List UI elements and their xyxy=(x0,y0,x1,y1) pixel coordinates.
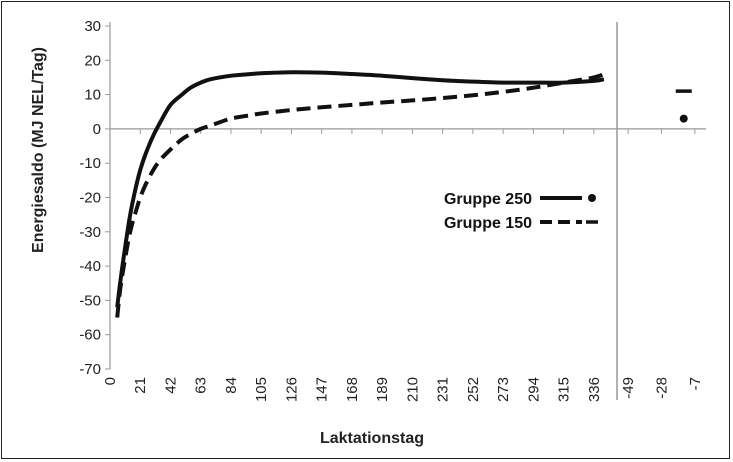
y-tick-label: -40 xyxy=(79,258,101,275)
y-tick-label: -20 xyxy=(79,190,101,207)
x-tick-label: 168 xyxy=(344,377,361,402)
x-tick-label: 189 xyxy=(374,377,391,402)
x-tick-label: 84 xyxy=(223,377,240,394)
x-tick-label: 147 xyxy=(314,377,331,402)
y-tick-label: 20 xyxy=(84,52,101,69)
x-tick-label: 336 xyxy=(586,377,603,402)
axes xyxy=(105,22,706,400)
legend-marker-swatch xyxy=(588,194,596,202)
y-tick-label: -60 xyxy=(79,327,101,344)
x-tick-label: 210 xyxy=(404,377,421,402)
x-tick-label: -28 xyxy=(654,377,671,399)
x-tick-label: 21 xyxy=(132,377,149,394)
x-tick-labels: 0 21 42 63 84 105 126 147 168 189 210 231 252 273 294 3… xyxy=(102,377,704,402)
series-line-1 xyxy=(115,70,605,308)
x-tick-label: 231 xyxy=(435,377,452,402)
y-tick-label: -10 xyxy=(79,155,101,172)
x-tick-label: 63 xyxy=(193,377,210,394)
y-tick-label: 10 xyxy=(84,87,101,104)
x-tick-label: 105 xyxy=(253,377,270,402)
x-tick-label: 315 xyxy=(556,377,573,402)
x-tick-label: 126 xyxy=(283,377,300,402)
y-tick-label: -70 xyxy=(79,361,101,378)
x-tick-label: -7 xyxy=(687,377,704,390)
x-tick-label: 294 xyxy=(525,377,542,402)
y-tick-label: -30 xyxy=(79,224,101,241)
legend-label: Gruppe 250 xyxy=(444,191,532,208)
y-tick-label: -50 xyxy=(79,292,101,309)
series-lines xyxy=(115,70,692,318)
series-line-2 xyxy=(115,72,605,318)
legend-label: Gruppe 150 xyxy=(444,215,532,232)
x-tick-label: 42 xyxy=(162,377,179,394)
x-tick-label: 0 xyxy=(102,377,119,385)
x-axis-title: Laktationstag xyxy=(320,430,424,447)
y-tick-label: 0 xyxy=(93,121,101,138)
x-tick-label: 273 xyxy=(495,377,512,402)
y-tick-labels: 30 20 10 0 -10 -20 -30 -40 -50 -60 -70 xyxy=(79,18,101,378)
dry-period-marker-1 xyxy=(679,114,688,123)
legend: Gruppe 250 Gruppe 150 xyxy=(444,191,598,232)
x-tick-label: -49 xyxy=(620,377,637,399)
y-tick-label: 30 xyxy=(84,18,101,35)
x-tick-label: 252 xyxy=(465,377,482,402)
y-axis-title: Energiesaldo (MJ NEL/Tag) xyxy=(30,47,47,253)
